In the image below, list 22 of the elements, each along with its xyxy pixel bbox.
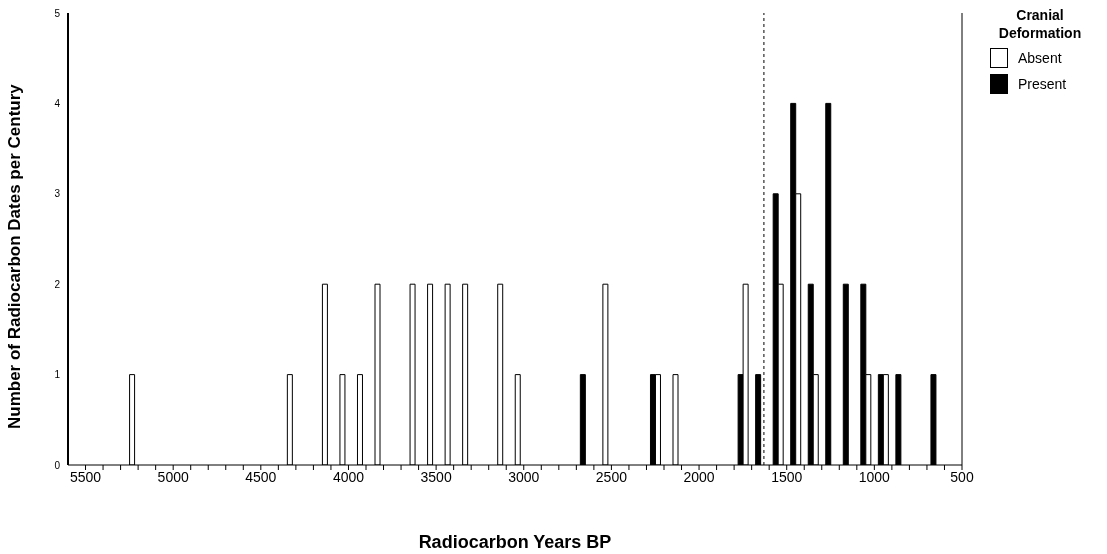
x-tick-label: 4000	[332, 468, 365, 485]
y-tick-label: 2	[54, 278, 61, 290]
x-tick-label: 500	[950, 468, 974, 485]
legend-label: Present	[1018, 76, 1067, 92]
y-tick-label: 1	[54, 369, 61, 381]
x-axis-title: Radiocarbon Years BP	[418, 532, 612, 552]
legend-label: Absent	[1018, 50, 1062, 66]
x-tick-label: 5500	[69, 468, 102, 485]
x-tick-label: 2500	[595, 468, 628, 485]
y-tick-label: 4	[54, 97, 61, 109]
y-tick-label: 5	[54, 7, 61, 19]
x-tick-label: 4500	[245, 468, 277, 485]
x-tick-label: 1000	[858, 468, 891, 485]
legend-title: Cranial Deformation	[997, 6, 1083, 42]
x-tick-label: 2000	[683, 468, 715, 485]
y-axis-title: Number of Radiocarbon Dates per Century	[5, 83, 25, 429]
x-tick-label: 1500	[771, 468, 803, 485]
y-tick-label: 0	[54, 459, 61, 471]
x-tick-label: 3000	[508, 468, 540, 485]
x-tick-label: 3500	[420, 468, 452, 485]
x-tick-label: 5000	[157, 468, 189, 485]
y-tick-label: 3	[54, 188, 61, 200]
